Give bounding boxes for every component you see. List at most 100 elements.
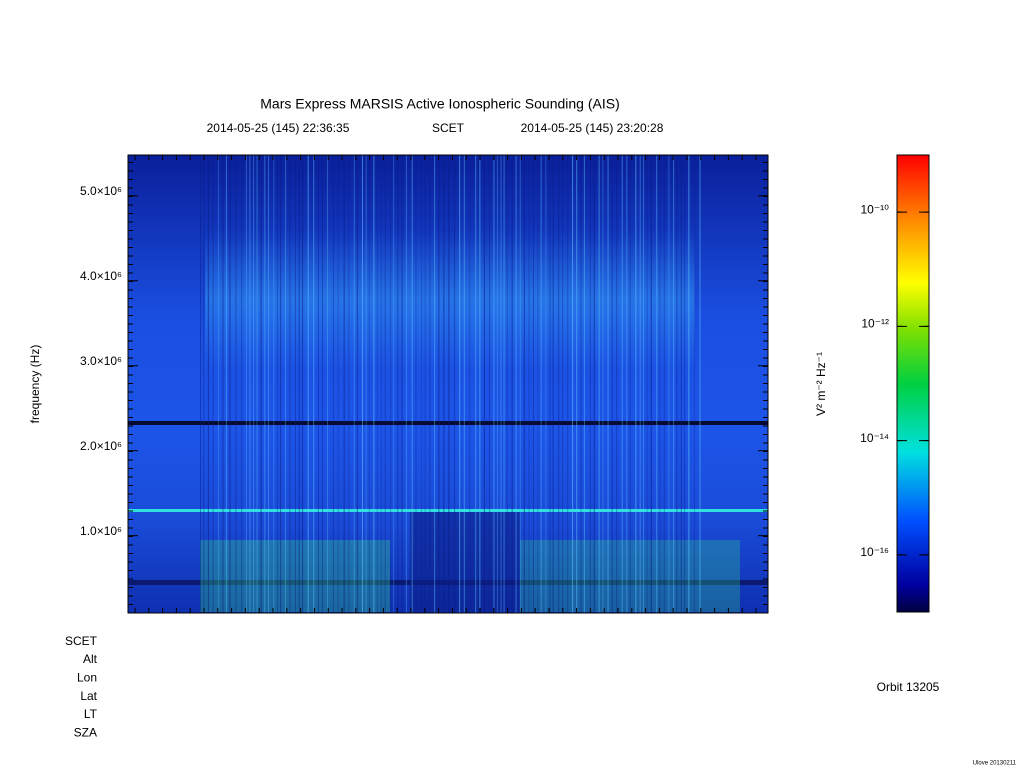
spectrogram-stripe bbox=[207, 155, 209, 613]
subtitle-end: 2014-05-25 (145) 23:20:28 bbox=[521, 121, 664, 135]
spectrogram-stripe bbox=[639, 155, 641, 613]
colorbar-tick-label: 10⁻¹⁰ bbox=[861, 202, 890, 216]
spectrogram-stripe bbox=[429, 155, 431, 613]
spectrogram-stripe bbox=[602, 155, 604, 613]
spectrogram-stripe bbox=[515, 155, 517, 613]
spectrogram-stripe bbox=[688, 155, 690, 613]
y-tick-label: 3.0×10⁶ bbox=[80, 354, 122, 368]
y-tick-label: 2.0×10⁶ bbox=[80, 439, 122, 453]
spectrogram-stripe bbox=[421, 155, 423, 613]
spectrogram-stripe bbox=[659, 155, 661, 613]
spectrogram-stripe bbox=[307, 155, 309, 613]
spectrogram-stripe bbox=[317, 155, 319, 613]
subtitle-scet: SCET bbox=[432, 121, 465, 135]
spectrogram-stripe bbox=[448, 155, 450, 613]
spectrogram-stripe bbox=[313, 155, 315, 613]
spectrogram-band bbox=[128, 421, 768, 425]
spectrogram-stripe bbox=[365, 155, 367, 613]
spectrogram-stripe bbox=[616, 155, 618, 613]
spectrogram-stripe bbox=[540, 155, 542, 613]
ephemeris-row-label: SZA bbox=[74, 725, 97, 739]
spectrogram-stripe bbox=[629, 155, 631, 613]
spectrogram-stripe bbox=[567, 155, 569, 613]
spectrogram-stripe bbox=[496, 155, 498, 613]
spectrogram-stripe bbox=[593, 155, 595, 613]
spectrogram-stripe bbox=[249, 155, 251, 613]
ephemeris-row-label: Lon bbox=[77, 670, 97, 684]
spectrogram-stripe bbox=[294, 155, 296, 613]
spectrogram-stripe bbox=[280, 155, 282, 613]
spectrogram-stripe bbox=[506, 155, 508, 613]
subtitle-start: 2014-05-25 (145) 22:36:35 bbox=[207, 121, 350, 135]
spectrogram-stripe bbox=[589, 155, 591, 613]
orbit-label: Orbit 13205 bbox=[877, 680, 940, 694]
spectrogram-stripe bbox=[552, 155, 554, 613]
spectrogram-stripe bbox=[327, 155, 329, 613]
spectrogram-stripe bbox=[241, 155, 243, 613]
spectrogram-stripe bbox=[393, 155, 395, 613]
spectrogram-stripe bbox=[511, 155, 513, 613]
ephemeris-row-label: LT bbox=[84, 707, 98, 721]
y-tick-label: 5.0×10⁶ bbox=[80, 184, 122, 198]
colorbar bbox=[896, 154, 930, 613]
spectrogram-stripe bbox=[264, 155, 266, 613]
spectrogram-stripe bbox=[621, 155, 623, 613]
spectrogram-stripe bbox=[438, 155, 440, 613]
chart-title: Mars Express MARSIS Active Ionospheric S… bbox=[260, 96, 619, 112]
spectrogram-stripe bbox=[611, 155, 613, 613]
spectrogram-echo bbox=[200, 540, 390, 612]
spectrogram-stripe bbox=[225, 155, 227, 613]
spectrogram-stripe bbox=[229, 155, 231, 613]
colorbar-label: V² m⁻² Hz⁻¹ bbox=[814, 352, 828, 416]
spectrogram-stripe bbox=[459, 155, 461, 613]
spectrogram-stripe bbox=[203, 155, 205, 613]
spectrogram-stripe bbox=[260, 155, 262, 613]
spectrogram-stripe bbox=[532, 155, 534, 613]
spectrogram-stripe bbox=[217, 155, 219, 613]
spectrogram-stripe bbox=[583, 155, 585, 613]
spectrogram-stripe bbox=[463, 155, 465, 613]
spectrogram-stripe bbox=[298, 155, 300, 613]
spectrogram-stripe bbox=[572, 155, 574, 613]
spectrogram-stripe bbox=[376, 155, 378, 613]
spectrogram-stripe bbox=[411, 155, 413, 613]
spectrogram-stripe bbox=[500, 155, 502, 613]
spectrogram-stripe bbox=[642, 155, 644, 613]
spectrogram-stripe bbox=[245, 155, 247, 613]
ephemeris-row-label: Lat bbox=[80, 689, 97, 703]
spectrogram-stripe bbox=[256, 155, 258, 613]
spectrogram-stripe bbox=[253, 155, 255, 613]
spectrogram-stripe bbox=[405, 155, 407, 613]
spectrogram-echo bbox=[520, 540, 740, 612]
footer: Ulove 20130211 bbox=[973, 761, 1017, 767]
spectrogram-stripe bbox=[302, 155, 304, 613]
spectrogram-stripe bbox=[356, 155, 358, 613]
spectrogram-stripe bbox=[397, 155, 399, 613]
spectrogram-stripe bbox=[673, 155, 675, 613]
spectrogram-stripe bbox=[401, 155, 403, 613]
spectrogram-stripe bbox=[519, 155, 521, 613]
spectrogram-stripe bbox=[549, 155, 551, 613]
spectrogram-image bbox=[128, 155, 768, 613]
spectrogram-stripe bbox=[454, 155, 456, 613]
spectrogram-band bbox=[128, 509, 768, 512]
spectrogram-stripe bbox=[200, 155, 201, 613]
spectrogram-stripe bbox=[576, 155, 578, 613]
spectrogram-stripe bbox=[489, 155, 491, 613]
spectrogram-stripe bbox=[626, 155, 628, 613]
spectrogram-stripe bbox=[537, 155, 539, 613]
spectrogram-stripe bbox=[503, 155, 505, 613]
ephemeris-row-label: SCET bbox=[65, 634, 98, 648]
spectrogram-stripe bbox=[523, 155, 525, 613]
spectrogram-stripe bbox=[373, 155, 375, 613]
spectrogram-stripe bbox=[390, 155, 392, 613]
spectrogram-stripe bbox=[424, 155, 426, 613]
spectrogram-stripe bbox=[483, 155, 485, 613]
spectrogram-glow bbox=[205, 230, 695, 370]
spectrogram-stripe bbox=[235, 155, 237, 613]
spectrogram-stripe bbox=[361, 155, 363, 613]
spectrogram-stripe bbox=[694, 155, 696, 613]
spectrogram-stripe bbox=[353, 155, 355, 613]
colorbar-tick-label: 10⁻¹⁴ bbox=[860, 431, 889, 445]
colorbar-tick-label: 10⁻¹⁶ bbox=[860, 545, 889, 559]
